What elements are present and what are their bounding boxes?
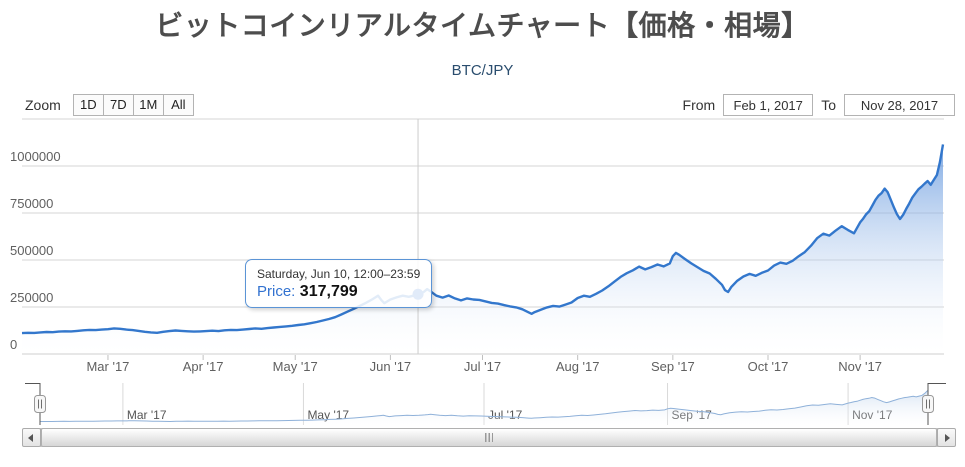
- from-date-input[interactable]: [723, 94, 814, 116]
- x-axis-label: May '17: [273, 359, 318, 374]
- navigator-line: [40, 389, 929, 423]
- x-axis-label: Nov '17: [838, 359, 882, 374]
- x-axis-label: Mar '17: [86, 359, 129, 374]
- to-label: To: [821, 97, 836, 113]
- chart-subtitle: BTC/JPY: [451, 62, 514, 79]
- chart-tooltip: Saturday, Jun 10, 12:00–23:59 Price: 317…: [245, 259, 433, 308]
- to-date-input[interactable]: [844, 94, 955, 116]
- x-axis-label: Aug '17: [556, 359, 600, 374]
- y-axis-labels: 1000000 750000 500000 250000 0: [10, 149, 61, 352]
- tooltip-date: Saturday, Jun 10, 12:00–23:59: [257, 267, 421, 281]
- range-selector: Zoom 1D 7D 1M All From To: [0, 94, 965, 118]
- x-axis-label: Apr '17: [183, 359, 224, 374]
- y-axis-label: 0: [10, 337, 17, 352]
- page-title: ビットコインリアルタイムチャート【価格・相場】: [155, 10, 810, 41]
- tooltip-price-row: Price: 317,799: [257, 283, 420, 301]
- x-axis-label: Sep '17: [651, 359, 695, 374]
- y-axis-label: 750000: [10, 196, 53, 211]
- tooltip-price-value: 317,799: [299, 283, 358, 300]
- navigator-label: Mar '17: [127, 408, 167, 422]
- x-axis-label: Oct '17: [748, 359, 789, 374]
- zoom-button-7d[interactable]: 7D: [102, 94, 134, 116]
- price-line: [21, 144, 945, 335]
- chart-scrollbar: [22, 428, 956, 447]
- from-label: From: [682, 97, 716, 113]
- date-range-group: From To: [675, 94, 955, 116]
- y-axis-label: 1000000: [10, 149, 61, 164]
- y-axis-label: 250000: [10, 290, 53, 305]
- navigator-area: [40, 390, 928, 425]
- zoom-button-1m[interactable]: 1M: [132, 94, 164, 116]
- price-area: [22, 144, 943, 354]
- scrollbar-thumb[interactable]: [41, 428, 937, 447]
- zoom-label: Zoom: [25, 97, 61, 113]
- navigator-label: May '17: [307, 408, 349, 422]
- navigator-right-handle[interactable]: [922, 395, 934, 413]
- navigator-left-handle[interactable]: [34, 395, 46, 413]
- scrollbar-right-arrow-icon[interactable]: [937, 428, 956, 447]
- x-axis-label: Jul '17: [464, 359, 501, 374]
- x-axis-labels: Mar '17 Apr '17 May '17 Jun '17 Jul '17 Aug '…: [86, 355, 882, 374]
- scrollbar-left-arrow-icon[interactable]: [22, 428, 41, 447]
- tooltip-price-label: Price:: [257, 283, 296, 300]
- x-axis-label: Jun '17: [370, 359, 412, 374]
- y-axis-label: 500000: [10, 243, 53, 258]
- plot-area[interactable]: [22, 119, 944, 354]
- zoom-button-group: Zoom 1D 7D 1M All: [25, 94, 194, 116]
- zoom-button-all[interactable]: All: [162, 94, 194, 116]
